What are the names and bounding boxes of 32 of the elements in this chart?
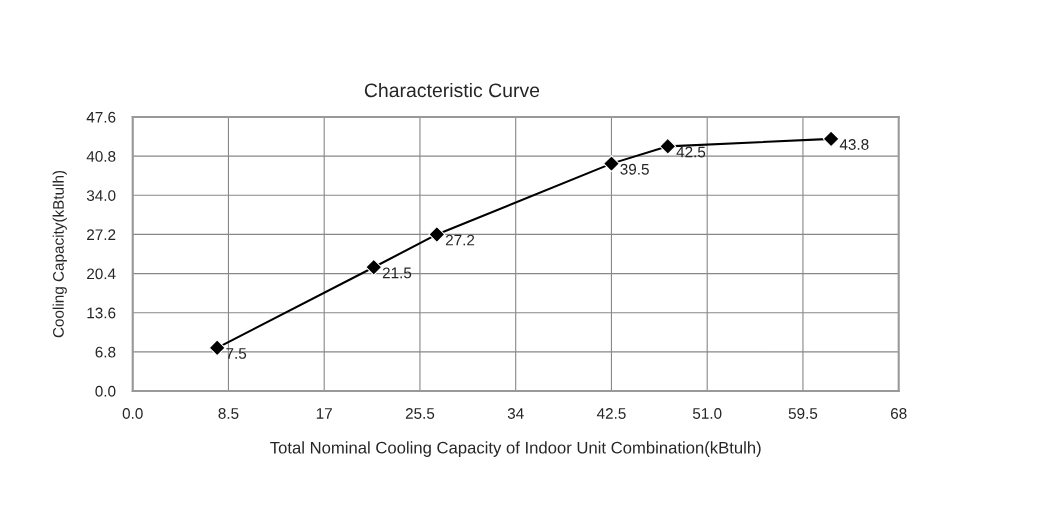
point <box>208 339 226 357</box>
data-label: 21.5 <box>382 267 412 279</box>
chart-title: Characteristic Curve <box>364 82 540 98</box>
data-label: 39.5 <box>620 163 649 175</box>
point <box>659 137 677 155</box>
data-label: 42.5 <box>676 146 706 158</box>
y-tick-label: 47.6 <box>86 111 116 123</box>
x-tick-label: 42.5 <box>596 408 626 419</box>
x-axis-title: Total Nominal Cooling Capacity of Indoor Unit Combination(kBtulh) <box>270 441 761 457</box>
point <box>365 258 383 276</box>
x-tick-label: 68 <box>890 408 907 419</box>
y-tick-label: 6.8 <box>95 346 116 358</box>
x-tick-label: 51.0 <box>692 408 722 419</box>
y-tick-label: 40.8 <box>86 151 116 162</box>
y-tick-label: 34.0 <box>86 190 116 201</box>
y-tick-label: 0.0 <box>95 385 116 397</box>
y-axis-title: Cooling Capacity(kBtulh) <box>52 170 67 338</box>
data-label: 27.2 <box>445 234 475 246</box>
y-tick-label: 27.2 <box>87 229 116 240</box>
x-tick-label: 59.5 <box>788 408 818 419</box>
x-tick-label: 25.5 <box>405 408 435 419</box>
data-label: 43.8 <box>839 139 869 150</box>
data-label: 7.5 <box>226 348 247 359</box>
point <box>603 155 620 172</box>
y-tick-label: 13.6 <box>87 307 116 319</box>
point <box>428 226 446 243</box>
x-tick-label: 0.0 <box>122 408 143 419</box>
x-tick-label: 17 <box>316 408 332 419</box>
x-tick-label: 34 <box>507 408 524 419</box>
point <box>822 130 840 148</box>
y-tick-label: 20.4 <box>87 268 116 280</box>
x-tick-label: 8.5 <box>218 408 239 419</box>
